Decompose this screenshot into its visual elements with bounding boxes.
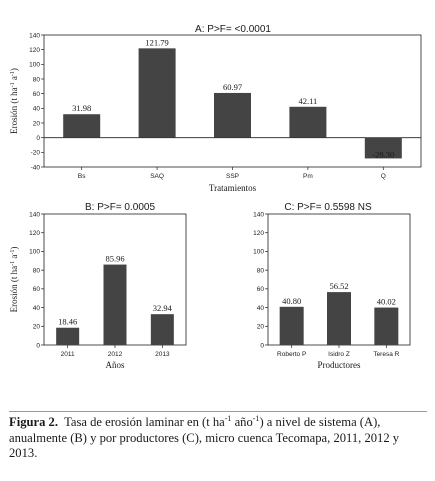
y-axis-label-sup: -1 xyxy=(10,261,16,266)
x-tick-label: Isidro Z xyxy=(328,351,350,358)
y-axis-label-part: a xyxy=(9,76,19,82)
y-tick-label: 80 xyxy=(257,267,265,274)
x-axis-label: Tratamientos xyxy=(209,183,257,193)
y-tick-label: 100 xyxy=(253,249,264,256)
y-axis-label-sup: -1 xyxy=(10,82,16,87)
y-tick-label: 100 xyxy=(29,249,40,256)
caption-text-3: ) a nivel de sistema (A), anualmente (B)… xyxy=(9,415,400,460)
x-tick-label: SAQ xyxy=(150,173,164,180)
chart-title: B: P>F= 0.0005 xyxy=(85,202,155,213)
bar xyxy=(214,92,251,138)
caption-sup-2: -1 xyxy=(252,413,260,423)
data-label: 18.46 xyxy=(58,317,77,327)
x-tick-label: Teresa R xyxy=(373,351,399,358)
chart-panel-0: -40 -20 0 20 40 60 80 100 120 140 31.98 Bs 121.79 SAQ… xyxy=(9,24,422,193)
x-tick-label: Bs xyxy=(78,173,86,180)
bar xyxy=(374,307,399,345)
y-tick-label: 20 xyxy=(257,324,265,331)
x-tick-label: Q xyxy=(381,173,386,180)
y-tick-label: 40 xyxy=(257,305,265,312)
data-label: -28.30 xyxy=(372,149,394,159)
y-tick-label: -20 xyxy=(31,150,41,157)
data-label: 42.11 xyxy=(298,96,317,106)
bar xyxy=(150,314,174,345)
data-label: 56.52 xyxy=(329,281,348,291)
chart-panel-1: 0 20 40 60 80 100 120 140 18.46 2011 85.96 2012 32.9… xyxy=(9,202,187,370)
y-tick-label: 20 xyxy=(33,324,41,331)
x-tick-label: Roberto P xyxy=(277,351,306,358)
y-axis-label-part: Erosión (t ha xyxy=(9,266,19,313)
y-tick-label: 60 xyxy=(33,286,41,293)
y-axis-label-sup: -1 xyxy=(10,71,16,76)
data-label: 40.80 xyxy=(282,296,301,306)
bar xyxy=(63,114,101,138)
y-axis-label: Erosión (t ha-1 a-1) xyxy=(9,68,19,134)
bar xyxy=(56,327,80,345)
x-tick-label: 2011 xyxy=(61,351,75,358)
y-axis-label-part: Erosión (t ha xyxy=(9,87,19,134)
bar xyxy=(138,48,176,138)
y-tick-label: 120 xyxy=(29,47,40,54)
bar xyxy=(279,306,304,345)
y-tick-label: 0 xyxy=(36,135,40,142)
y-tick-label: 40 xyxy=(33,305,41,312)
y-tick-label: 140 xyxy=(29,211,40,218)
caption-sup-1: -1 xyxy=(224,413,232,423)
chart-title: C: P>F= 0.5598 NS xyxy=(284,202,372,213)
y-tick-label: 20 xyxy=(33,120,41,127)
y-tick-label: 80 xyxy=(33,267,41,274)
x-tick-label: 2012 xyxy=(108,351,123,358)
data-label: 40.02 xyxy=(377,297,396,307)
bar xyxy=(327,292,351,345)
y-tick-label: 120 xyxy=(253,230,264,237)
y-tick-label: 0 xyxy=(260,342,264,349)
y-tick-label: 80 xyxy=(33,76,41,83)
y-tick-label: 60 xyxy=(33,91,41,98)
data-label: 32.94 xyxy=(153,303,173,313)
y-tick-label: 0 xyxy=(36,342,40,349)
chart-panel-2: 0 20 40 60 80 100 120 140 40.80 Roberto P 56.52 Isi… xyxy=(253,202,411,370)
y-tick-label: 60 xyxy=(257,286,265,293)
y-axis-label: Erosión (t ha-1 a-1) xyxy=(9,247,19,313)
chart-title: A: P>F= <0.0001 xyxy=(195,24,271,35)
y-axis-label-part: ) xyxy=(9,247,19,250)
y-tick-label: 140 xyxy=(253,211,264,218)
data-label: 31.98 xyxy=(72,103,91,113)
bar xyxy=(364,137,402,159)
y-tick-label: 100 xyxy=(29,62,40,69)
caption-text-2: año xyxy=(231,415,253,429)
bar xyxy=(289,106,327,138)
x-tick-label: 2013 xyxy=(155,351,170,358)
data-label: 121.79 xyxy=(145,37,168,47)
y-tick-label: 140 xyxy=(29,32,40,39)
bar xyxy=(103,264,127,345)
caption-rule xyxy=(9,411,427,412)
data-label: 85.96 xyxy=(105,254,124,264)
y-tick-label: -40 xyxy=(31,164,41,171)
y-axis-label-sup: -1 xyxy=(10,250,16,255)
data-label: 60.97 xyxy=(223,82,242,92)
caption-label: Figura 2. xyxy=(9,415,58,429)
x-axis-label: Años xyxy=(105,360,124,370)
y-axis-label-part: ) xyxy=(9,68,19,71)
caption-text-1: Tasa de erosión laminar en (t ha xyxy=(64,415,225,429)
y-axis-label-part: a xyxy=(9,255,19,261)
figure-caption: Figura 2. Tasa de erosión laminar en (t … xyxy=(9,413,427,462)
x-axis-label: Productores xyxy=(318,360,361,370)
y-tick-label: 120 xyxy=(29,230,40,237)
y-tick-label: 40 xyxy=(33,106,41,113)
x-tick-label: SSP xyxy=(226,173,239,180)
x-tick-label: Pm xyxy=(303,173,313,180)
